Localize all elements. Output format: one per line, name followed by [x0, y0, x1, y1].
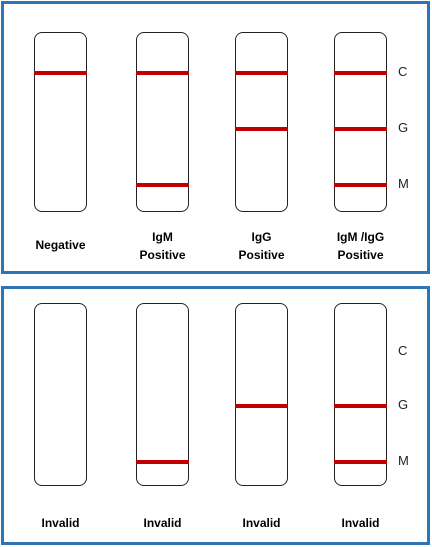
- band-m: [334, 183, 387, 187]
- band-c: [136, 71, 189, 75]
- line-marker-m: M: [398, 176, 409, 191]
- band-m: [136, 460, 189, 464]
- caption-line: IgG: [251, 230, 272, 244]
- caption-line: Invalid: [143, 516, 182, 530]
- band-m: [334, 460, 387, 464]
- strip-caption: Invalid: [212, 514, 312, 532]
- results-panel-invalid: [1, 286, 430, 545]
- test-strip: [136, 303, 189, 486]
- strip-caption: Negative: [11, 236, 111, 254]
- results-panel-valid: [1, 1, 430, 274]
- test-strip: [34, 303, 87, 486]
- caption-line: IgM: [152, 230, 173, 244]
- strip-caption: IgM Positive: [113, 228, 213, 264]
- caption-line: Positive: [238, 248, 285, 262]
- strip-caption: IgM /IgG Positive: [311, 228, 411, 264]
- line-marker-g: G: [398, 397, 409, 412]
- caption-line: Negative: [35, 238, 86, 252]
- caption-line: IgM /IgG: [336, 230, 385, 244]
- band-g: [235, 127, 288, 131]
- caption-line: Invalid: [41, 516, 80, 530]
- caption-line: Positive: [139, 248, 186, 262]
- line-marker-c: C: [398, 64, 408, 79]
- test-strip: [34, 32, 87, 212]
- band-g: [235, 404, 288, 408]
- test-strip: [235, 32, 288, 212]
- strip-caption: Invalid: [311, 514, 411, 532]
- test-strip: [136, 32, 189, 212]
- line-marker-m: M: [398, 453, 409, 468]
- caption-line: Positive: [337, 248, 384, 262]
- band-c: [334, 71, 387, 75]
- test-strip: [334, 32, 387, 212]
- band-g: [334, 404, 387, 408]
- caption-line: Invalid: [242, 516, 281, 530]
- strip-caption: IgG Positive: [212, 228, 312, 264]
- band-c: [34, 71, 87, 75]
- strip-caption: Invalid: [11, 514, 111, 532]
- test-strip: [334, 303, 387, 486]
- strip-caption: Invalid: [113, 514, 213, 532]
- caption-line: Invalid: [341, 516, 380, 530]
- line-marker-c: C: [398, 343, 408, 358]
- band-g: [334, 127, 387, 131]
- line-marker-g: G: [398, 120, 409, 135]
- band-m: [136, 183, 189, 187]
- band-c: [235, 71, 288, 75]
- test-strip: [235, 303, 288, 486]
